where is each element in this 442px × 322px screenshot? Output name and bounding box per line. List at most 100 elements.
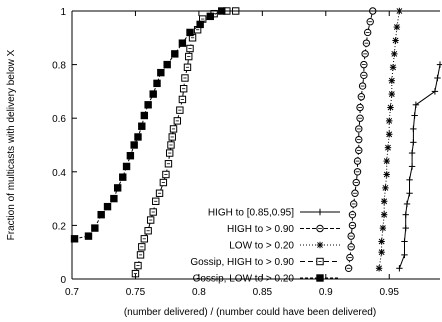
square-filled-marker [84,232,93,240]
series-circle [344,7,377,272]
square-open-marker [185,52,193,61]
y-tick-label: 1 [60,7,66,18]
x-axis-title: (number delivered) / (number could have … [124,307,376,318]
star-marker [393,23,401,31]
square-filled-marker [196,20,204,29]
y-tick-label: 0.4 [52,168,66,179]
circle-marker [363,28,372,37]
legend-label: Gossip, HIGH to > 0.90 [190,257,294,268]
legend-label: HIGH to [0.85,0.95] [208,208,294,219]
square-filled-marker [103,202,112,211]
plus-marker [408,149,416,157]
square-filled-marker [134,133,142,141]
star-marker [380,211,388,218]
legend-entry: LOW to > 0.20 [229,241,340,252]
star-marker-d2 [317,242,323,248]
star-marker-d2 [388,91,395,97]
star-marker-d2 [388,77,395,84]
circle-marker [360,71,368,80]
y-tick-label: 0.2 [52,221,66,232]
plus-marker [411,112,418,119]
star-marker-d2 [381,211,388,218]
plus-marker [401,251,408,259]
star-marker [383,157,390,165]
star-marker-d2 [376,265,383,272]
square-open-marker [167,141,175,149]
circle-marker [344,264,353,272]
series-square-open [131,7,240,278]
series-line [74,10,222,240]
legend: HIGH to [0.85,0.95] HIGH to > 0.90 LOW to … [190,208,340,285]
square-filled-marker [119,173,127,181]
square-open-marker [138,243,146,251]
star-marker [386,131,393,138]
square-open-marker [181,74,189,82]
legend-entry: HIGH to > 0.90 [227,224,340,235]
star-marker-d2 [381,198,388,205]
circle-marker [351,189,359,197]
plus-marker [401,238,408,245]
circle-marker [353,168,362,176]
y-tick-label: 0.6 [52,114,66,125]
plus-marker [396,265,403,272]
square-open-marker [169,125,178,133]
star-marker [379,224,387,232]
square-open-marker [144,227,152,235]
circle-marker [353,157,362,165]
plus-marker [410,139,417,146]
series-star [375,7,403,272]
series-plus [396,61,442,272]
circle-marker [352,178,360,187]
star-marker-d2 [383,158,390,164]
square-filled-marker [97,210,105,219]
square-filled-marker [140,111,149,120]
square-open-marker [134,261,142,270]
square-filled-marker [138,122,146,130]
star-marker [386,117,393,125]
plus-marker [402,211,409,218]
star-marker [391,50,398,58]
square-filled-marker [178,39,187,47]
square-open-marker [159,178,168,187]
x-tick-label: 0.75 [126,287,146,298]
square-filled-marker [110,194,118,203]
star-marker-d2 [390,64,396,71]
circle-marker [356,103,364,112]
square-filled-marker [122,162,131,171]
square-open-marker [164,160,173,168]
star-marker [378,238,385,245]
circle-marker [348,221,357,230]
square-filled-marker [70,235,79,243]
star-marker [378,249,385,256]
star-marker-d2 [382,184,389,191]
square-open-marker [173,117,182,125]
square-open-marker [146,216,155,224]
square-filled-marker [163,60,171,69]
square-open-marker [186,44,194,53]
square-filled-marker [157,68,165,77]
circle-marker [362,39,371,47]
circle-marker [347,243,355,251]
series-square-filled [70,7,226,243]
square-filled-marker [206,12,215,21]
plus-marker [412,101,420,108]
y-axis-title: Fraction of multicasts with delivery bel… [6,49,17,240]
legend-label: LOW to > 0.20 [229,241,294,252]
star-marker-d2 [393,24,400,30]
star-marker-d2 [378,249,385,256]
square-filled-marker [130,141,138,149]
square-filled-marker [144,101,152,109]
legend-label: HIGH to > 0.90 [227,224,294,235]
square-filled-marker [186,28,194,37]
square-open-marker [136,251,145,259]
star-marker [375,265,383,272]
star-marker [382,184,389,192]
circle-marker [355,146,363,155]
star-marker [384,144,392,151]
x-tick-label: 0.9 [319,287,333,298]
plus-marker [431,88,439,95]
star-marker-d2 [386,117,393,124]
plus-marker [402,224,409,232]
x-tick-label: 0.7 [65,287,79,298]
